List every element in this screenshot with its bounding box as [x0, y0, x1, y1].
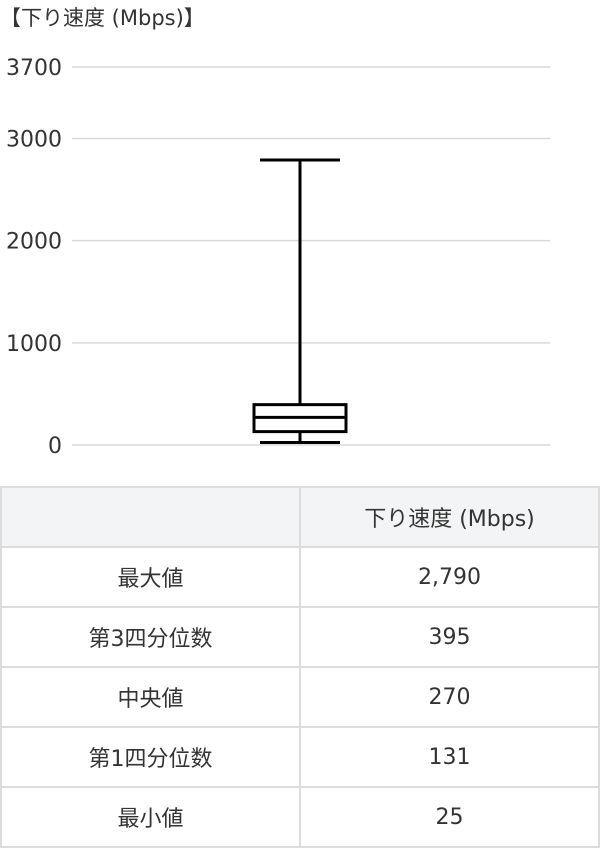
row-label: 最小値 — [0, 786, 301, 848]
y-tick-label: 0 — [48, 434, 62, 459]
header-download-speed: 下り速度 (Mbps) — [299, 486, 600, 548]
y-tick-label: 3000 — [6, 128, 62, 153]
row-label: 最大値 — [0, 546, 301, 608]
row-value: 270 — [299, 666, 600, 728]
table-row: 中央値 270 — [0, 666, 600, 728]
table-row: 最小値 25 — [0, 786, 600, 848]
row-value: 131 — [299, 726, 600, 788]
row-label: 中央値 — [0, 666, 301, 728]
row-label: 第3四分位数 — [0, 606, 301, 668]
table-header-row: 下り速度 (Mbps) — [0, 486, 600, 548]
boxplot-chart: 0 1000 2000 3000 3700 — [6, 56, 550, 459]
y-tick-label: 2000 — [6, 230, 62, 255]
row-value: 2,790 — [299, 546, 600, 608]
row-value: 395 — [299, 606, 600, 668]
table-row: 第1四分位数 131 — [0, 726, 600, 788]
y-tick-label: 1000 — [6, 332, 62, 357]
stats-table: 下り速度 (Mbps) 最大値 2,790 第3四分位数 395 中央値 270 第1… — [0, 486, 600, 848]
table-row: 最大値 2,790 — [0, 546, 600, 608]
header-empty — [0, 486, 301, 548]
y-tick-label: 3700 — [6, 56, 62, 81]
chart-title: 【下り速度 (Mbps)】 — [0, 6, 205, 30]
table-row: 第3四分位数 395 — [0, 606, 600, 668]
row-value: 25 — [299, 786, 600, 848]
row-label: 第1四分位数 — [0, 726, 301, 788]
